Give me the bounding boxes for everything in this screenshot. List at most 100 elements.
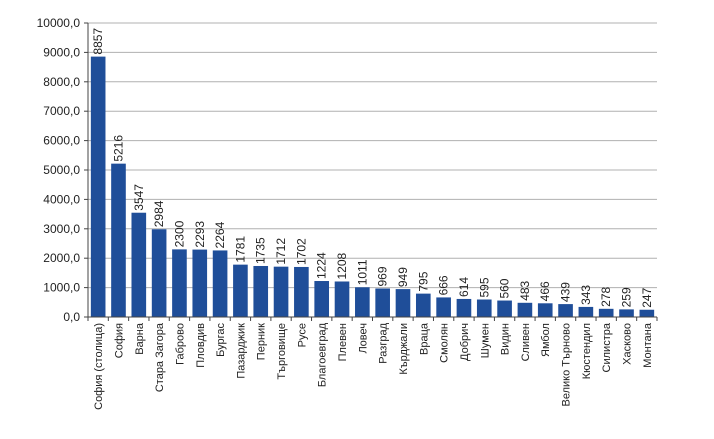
x-tick-label: Пазарджик xyxy=(235,323,247,379)
value-label: 2293 xyxy=(193,221,207,248)
bar xyxy=(476,299,492,317)
bar xyxy=(172,249,187,317)
bar xyxy=(273,266,289,317)
x-tick-label: Пловдив xyxy=(195,323,207,368)
x-tick-label: Сливен xyxy=(520,323,532,361)
bar xyxy=(233,264,248,317)
x-tick-label: Бургас xyxy=(215,323,227,357)
value-label: 1702 xyxy=(294,238,308,265)
value-label: 1735 xyxy=(254,237,268,264)
y-tick-label: 2000,0 xyxy=(43,251,80,265)
x-tick-label: Перник xyxy=(256,323,268,360)
value-label: 2300 xyxy=(172,220,186,247)
value-label: 2984 xyxy=(152,200,166,227)
value-label: 1011 xyxy=(355,259,369,285)
value-label: 1712 xyxy=(274,238,288,265)
y-tick-label: 6000,0 xyxy=(43,134,80,148)
y-axis-ticks: 0,0 1000,0 2000,0 3000,0 4000,0 5000,0 6000,0 7… xyxy=(37,16,88,324)
x-tick-label: Кюстендил xyxy=(581,323,593,379)
x-tick-label: Велико Търново xyxy=(561,323,573,407)
value-label: 1208 xyxy=(335,252,349,279)
value-label: 614 xyxy=(457,277,471,297)
y-tick-label: 9000,0 xyxy=(43,45,80,59)
bar xyxy=(415,293,431,317)
value-label: 3547 xyxy=(132,184,146,211)
value-label: 278 xyxy=(599,286,613,306)
x-tick-label: Плевен xyxy=(337,323,349,361)
x-tick-label: Враца xyxy=(418,322,430,355)
bar xyxy=(578,306,594,317)
x-axis-ticks: София (столица) София Варна Стара Загора Габ… xyxy=(87,317,658,410)
y-tick-label: 7000,0 xyxy=(43,104,80,118)
y-tick-label: 3000,0 xyxy=(43,222,80,236)
bar xyxy=(598,308,614,317)
value-label: 795 xyxy=(416,271,430,291)
x-tick-label: Габрово xyxy=(174,323,186,365)
x-tick-label: Стара Загора xyxy=(154,322,166,392)
value-label: 2264 xyxy=(213,221,227,248)
value-label: 969 xyxy=(376,266,390,286)
y-tick-label: 4000,0 xyxy=(43,192,80,206)
x-tick-label: Разград xyxy=(378,322,390,363)
x-tick-label: София xyxy=(113,323,125,358)
value-label: 343 xyxy=(579,285,593,305)
x-tick-label: Шумен xyxy=(479,323,491,358)
bar xyxy=(253,265,269,317)
y-tick-label: 0,0 xyxy=(63,310,80,324)
bar xyxy=(151,229,167,317)
bar xyxy=(558,304,573,317)
value-label: 483 xyxy=(518,280,532,300)
x-tick-label: Смолян xyxy=(439,323,451,363)
bar xyxy=(517,302,533,317)
value-label: 949 xyxy=(396,267,410,287)
x-tick-label: Ямбол xyxy=(540,323,552,357)
value-label: 560 xyxy=(498,278,512,298)
bar xyxy=(212,250,228,317)
bar xyxy=(375,288,390,317)
bar xyxy=(294,266,309,317)
value-label: 259 xyxy=(620,287,634,307)
bar xyxy=(497,300,512,317)
x-tick-label: Кърджали xyxy=(398,323,410,375)
bar xyxy=(111,163,126,317)
bar xyxy=(192,249,208,317)
bar xyxy=(314,281,330,317)
x-tick-label: София (столица) xyxy=(93,323,105,410)
value-label: 439 xyxy=(559,282,573,302)
x-tick-label: Хасково xyxy=(622,323,634,365)
value-label: 666 xyxy=(437,275,451,295)
value-label: 1781 xyxy=(233,236,247,263)
bar xyxy=(537,303,553,317)
value-label: 466 xyxy=(538,281,552,301)
value-label: 8857 xyxy=(91,28,105,55)
y-tick-label: 5000,0 xyxy=(43,163,80,177)
value-labels: 8857 5216 3547 2984 2300 2293 2264 1781 1735 1712… xyxy=(91,28,654,308)
bar xyxy=(90,56,106,318)
value-label: 595 xyxy=(477,277,491,297)
x-tick-label: Добрич xyxy=(459,323,471,361)
y-tick-label: 8000,0 xyxy=(43,75,80,89)
value-label: 1224 xyxy=(315,252,329,279)
x-tick-label: Търговище xyxy=(276,323,288,380)
y-tick-label: 10000,0 xyxy=(37,16,81,30)
bar xyxy=(395,289,411,317)
x-tick-label: Ловеч xyxy=(357,323,369,354)
bar xyxy=(456,298,472,317)
x-tick-label: Варна xyxy=(134,322,146,355)
bar xyxy=(619,309,634,317)
x-tick-label: Русе xyxy=(296,323,308,347)
x-tick-label: Видин xyxy=(500,323,512,355)
y-tick-label: 1000,0 xyxy=(43,281,80,295)
x-tick-label: Благоевград xyxy=(317,322,329,387)
bar xyxy=(131,212,147,317)
bar xyxy=(355,287,370,317)
value-label: 247 xyxy=(640,287,654,307)
bar xyxy=(639,309,655,317)
x-tick-label: Монтана xyxy=(642,322,654,368)
bar xyxy=(334,281,350,317)
x-tick-label: Силистра xyxy=(601,322,613,372)
bars xyxy=(90,56,655,318)
bar xyxy=(436,297,451,317)
value-label: 5216 xyxy=(111,135,125,162)
